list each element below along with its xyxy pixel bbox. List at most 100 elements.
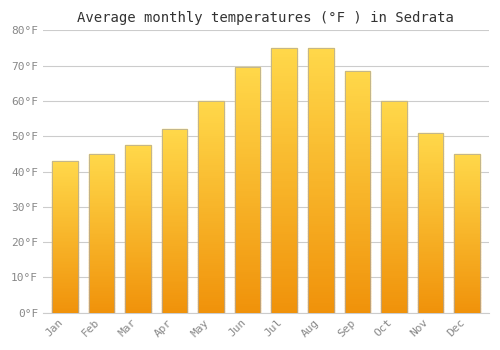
Bar	[235, 153, 260, 156]
Bar	[88, 155, 114, 157]
Bar	[344, 134, 370, 136]
Bar	[272, 138, 297, 141]
Bar	[454, 268, 480, 270]
Bar	[381, 306, 406, 308]
Bar	[52, 169, 78, 170]
Bar	[162, 151, 188, 153]
Bar	[88, 243, 114, 244]
Bar	[235, 237, 260, 239]
Bar	[344, 85, 370, 88]
Bar	[52, 231, 78, 232]
Bar	[235, 178, 260, 180]
Bar	[235, 222, 260, 224]
Bar	[52, 235, 78, 237]
Bar	[125, 309, 151, 311]
Bar	[162, 261, 188, 263]
Bar	[88, 173, 114, 175]
Bar	[454, 251, 480, 252]
Bar	[162, 210, 188, 212]
Bar	[52, 272, 78, 273]
Bar	[418, 205, 443, 206]
Bar	[381, 192, 406, 194]
Bar	[52, 278, 78, 279]
Bar	[272, 178, 297, 180]
Bar	[125, 192, 151, 194]
Bar	[125, 159, 151, 160]
Bar	[162, 181, 188, 182]
Bar	[454, 178, 480, 179]
Bar	[235, 166, 260, 168]
Bar	[88, 178, 114, 179]
Bar	[308, 233, 334, 236]
Bar	[88, 217, 114, 219]
Bar	[418, 280, 443, 282]
Bar	[52, 182, 78, 184]
Bar	[125, 148, 151, 150]
Bar	[381, 181, 406, 183]
Bar	[418, 133, 443, 134]
Bar	[52, 173, 78, 175]
Bar	[344, 80, 370, 83]
Bar	[162, 219, 188, 221]
Bar	[308, 302, 334, 305]
Bar	[308, 72, 334, 75]
Bar	[125, 259, 151, 261]
Bar	[418, 192, 443, 194]
Bar	[52, 284, 78, 285]
Bar	[198, 258, 224, 260]
Bar	[52, 206, 78, 208]
Bar	[381, 203, 406, 205]
Bar	[162, 241, 188, 243]
Bar	[344, 245, 370, 247]
Bar	[272, 252, 297, 254]
Bar	[381, 137, 406, 139]
Bar	[162, 311, 188, 313]
Bar	[344, 90, 370, 93]
Bar	[235, 136, 260, 139]
Bar	[454, 259, 480, 260]
Bar	[198, 241, 224, 243]
Bar	[308, 170, 334, 173]
Bar	[272, 209, 297, 212]
Bar	[235, 232, 260, 234]
Bar	[235, 212, 260, 215]
Bar	[381, 101, 406, 313]
Bar	[88, 311, 114, 313]
Bar	[88, 297, 114, 298]
Bar	[272, 154, 297, 156]
Bar	[52, 301, 78, 302]
Bar	[418, 284, 443, 286]
Bar	[198, 107, 224, 110]
Bar	[344, 148, 370, 151]
Bar	[125, 242, 151, 244]
Bar	[344, 189, 370, 192]
Bar	[125, 187, 151, 189]
Bar	[88, 300, 114, 302]
Bar	[381, 234, 406, 237]
Bar	[308, 310, 334, 313]
Bar	[418, 246, 443, 248]
Bar	[344, 206, 370, 209]
Bar	[344, 103, 370, 105]
Bar	[272, 162, 297, 164]
Bar	[198, 116, 224, 118]
Bar	[381, 256, 406, 258]
Bar	[162, 149, 188, 151]
Bar	[381, 279, 406, 281]
Bar	[344, 107, 370, 110]
Bar	[308, 207, 334, 209]
Bar	[272, 196, 297, 199]
Bar	[125, 182, 151, 184]
Bar	[125, 180, 151, 182]
Bar	[88, 284, 114, 286]
Bar	[344, 110, 370, 112]
Bar	[272, 231, 297, 233]
Bar	[162, 236, 188, 237]
Bar	[272, 246, 297, 249]
Bar	[344, 276, 370, 279]
Bar	[272, 207, 297, 209]
Bar	[88, 237, 114, 238]
Bar	[381, 241, 406, 243]
Bar	[125, 194, 151, 195]
Bar	[88, 208, 114, 209]
